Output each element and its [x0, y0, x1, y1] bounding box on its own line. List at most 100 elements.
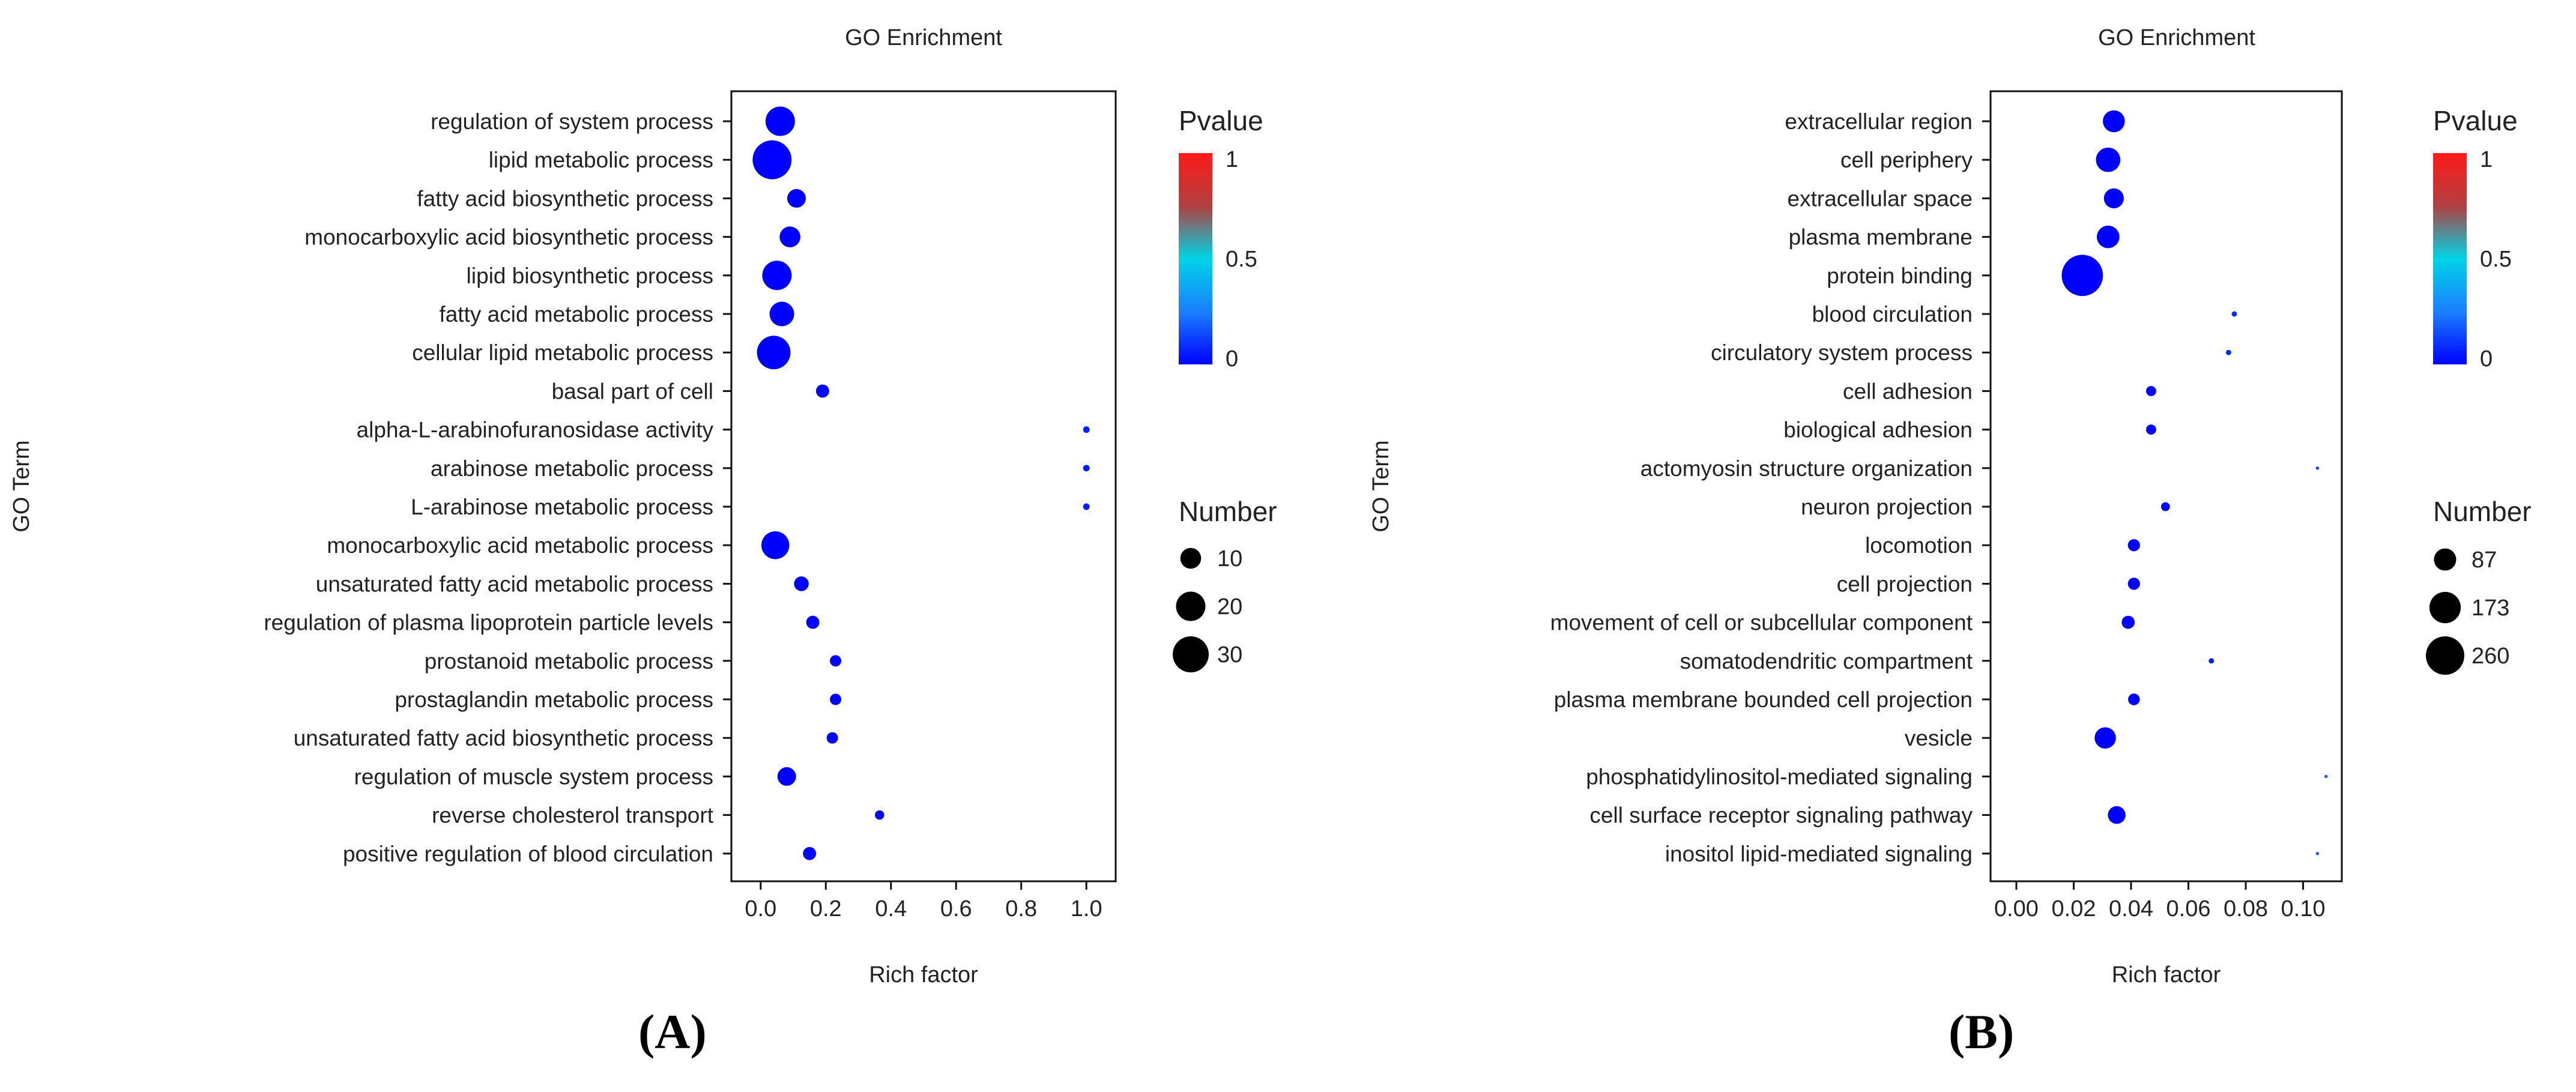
- size-legend-circle: [1173, 636, 1209, 672]
- y-axis-label: GO Term: [1368, 440, 1394, 532]
- size-legend-label: 10: [1217, 546, 1242, 572]
- x-tick-label: 0.8: [1005, 896, 1037, 922]
- data-point: [2315, 851, 2320, 855]
- data-point: [830, 655, 842, 667]
- x-tick-label: 1.0: [1071, 896, 1102, 922]
- x-tick-label: 0.0: [745, 896, 776, 922]
- legend-number-title: Number: [2433, 496, 2532, 527]
- data-point: [757, 336, 791, 370]
- y-tick-label: monocarboxylic acid biosynthetic process: [304, 225, 713, 250]
- y-tick-label: circulatory system process: [1711, 340, 1973, 365]
- data-point: [2128, 693, 2140, 705]
- data-point: [761, 531, 790, 560]
- data-point: [2231, 311, 2237, 317]
- y-tick-label: regulation of muscle system process: [354, 764, 713, 789]
- size-legend-label: 87: [2472, 548, 2497, 573]
- y-tick-label: locomotion: [1865, 533, 1973, 558]
- y-tick-label: vesicle: [1905, 726, 1973, 750]
- data-point: [803, 846, 817, 860]
- data-point: [794, 576, 809, 591]
- y-tick-label: inositol lipid-mediated signaling: [1665, 842, 1973, 866]
- y-tick-label: blood circulation: [1812, 302, 1973, 327]
- size-legend-circle: [2429, 591, 2461, 624]
- data-point: [762, 261, 792, 291]
- data-point: [2127, 578, 2140, 590]
- y-axis-label: GO Term: [9, 440, 34, 532]
- y-tick-label: L-arabinose metabolic process: [411, 495, 713, 519]
- data-point: [1083, 465, 1090, 472]
- y-tick-label: unsaturated fatty acid biosynthetic proc…: [294, 726, 713, 750]
- y-tick-label: positive regulation of blood circulation: [343, 842, 713, 866]
- chart-title: GO Enrichment: [845, 25, 1002, 50]
- y-tick-label: unsaturated fatty acid metabolic process: [316, 572, 713, 596]
- y-tick-label: cell periphery: [1840, 148, 1973, 172]
- y-tick-label: reverse cholesterol transport: [432, 803, 714, 828]
- data-point: [1083, 503, 1090, 510]
- size-legend-label: 20: [1217, 594, 1242, 620]
- y-tick-label: extracellular space: [1788, 186, 1973, 211]
- pvalue-colorbar: [2433, 153, 2467, 364]
- y-tick-label: regulation of plasma lipoprotein particl…: [264, 611, 713, 635]
- data-point: [830, 693, 842, 705]
- data-point: [2225, 349, 2231, 355]
- legend-number-title: Number: [1179, 496, 1277, 527]
- x-tick-label: 0.4: [875, 896, 907, 922]
- legend-pvalue-title: Pvalue: [2433, 105, 2518, 136]
- data-point: [815, 384, 829, 398]
- data-point: [1083, 426, 1090, 433]
- data-point: [2146, 424, 2156, 435]
- colorbar-tick-label: 1: [2480, 147, 2493, 172]
- data-point: [2096, 225, 2120, 249]
- y-tick-label: somatodendritic compartment: [1680, 649, 1973, 674]
- plot-area-frame: [730, 90, 1117, 882]
- y-tick-label: extracellular region: [1785, 109, 1973, 134]
- x-tick-label: 0.00: [1994, 896, 2039, 922]
- y-tick-label: prostaglandin metabolic process: [395, 687, 713, 712]
- data-point: [2315, 466, 2320, 470]
- data-point: [765, 106, 795, 136]
- data-point: [2061, 255, 2103, 297]
- size-legend-circle: [1176, 591, 1206, 621]
- legend-pvalue-title: Pvalue: [1179, 105, 1263, 136]
- data-point: [752, 140, 792, 179]
- y-tick-label: biological adhesion: [1783, 418, 1973, 442]
- size-legend-circle: [1180, 548, 1202, 569]
- x-axis-label: Rich factor: [2112, 962, 2221, 988]
- size-legend-label: 260: [2472, 644, 2509, 669]
- data-point: [2096, 147, 2121, 172]
- y-tick-label: neuron projection: [1801, 495, 1973, 519]
- x-axis-label: Rich factor: [869, 962, 978, 988]
- y-tick-label: cell adhesion: [1843, 379, 1973, 403]
- size-legend-circle: [2434, 548, 2457, 571]
- size-legend-label: 30: [1217, 642, 1242, 668]
- data-point: [2160, 502, 2170, 511]
- pvalue-colorbar: [1179, 153, 1212, 364]
- x-tick-label: 0.6: [940, 896, 972, 922]
- y-tick-label: fatty acid metabolic process: [439, 302, 713, 327]
- y-tick-label: fatty acid biosynthetic process: [417, 186, 713, 211]
- colorbar-tick-label: 0: [2480, 346, 2493, 372]
- data-point: [2324, 774, 2328, 779]
- x-tick-label: 0.2: [810, 896, 842, 922]
- data-point: [777, 767, 796, 786]
- y-tick-label: lipid metabolic process: [489, 148, 713, 172]
- data-point: [769, 301, 794, 327]
- y-tick-label: regulation of system process: [431, 109, 713, 134]
- x-tick-label: 0.06: [2166, 896, 2211, 922]
- colorbar-tick-label: 0: [1226, 346, 1238, 372]
- y-tick-label: arabinose metabolic process: [431, 456, 713, 481]
- y-tick-label: phosphatidylinositol-mediated signaling: [1586, 764, 1973, 789]
- x-tick-label: 0.04: [2109, 896, 2153, 922]
- y-tick-label: alpha-L-arabinofuranosidase activity: [357, 418, 714, 442]
- data-point: [826, 732, 838, 744]
- x-tick-label: 0.10: [2281, 896, 2326, 922]
- y-tick-label: protein binding: [1827, 264, 1973, 288]
- data-point: [2121, 615, 2135, 629]
- x-tick-label: 0.02: [2052, 896, 2096, 922]
- data-point: [2103, 188, 2124, 209]
- data-point: [2094, 727, 2116, 749]
- y-tick-label: basal part of cell: [552, 379, 713, 403]
- y-tick-label: movement of cell or subcellular componen…: [1550, 611, 1973, 635]
